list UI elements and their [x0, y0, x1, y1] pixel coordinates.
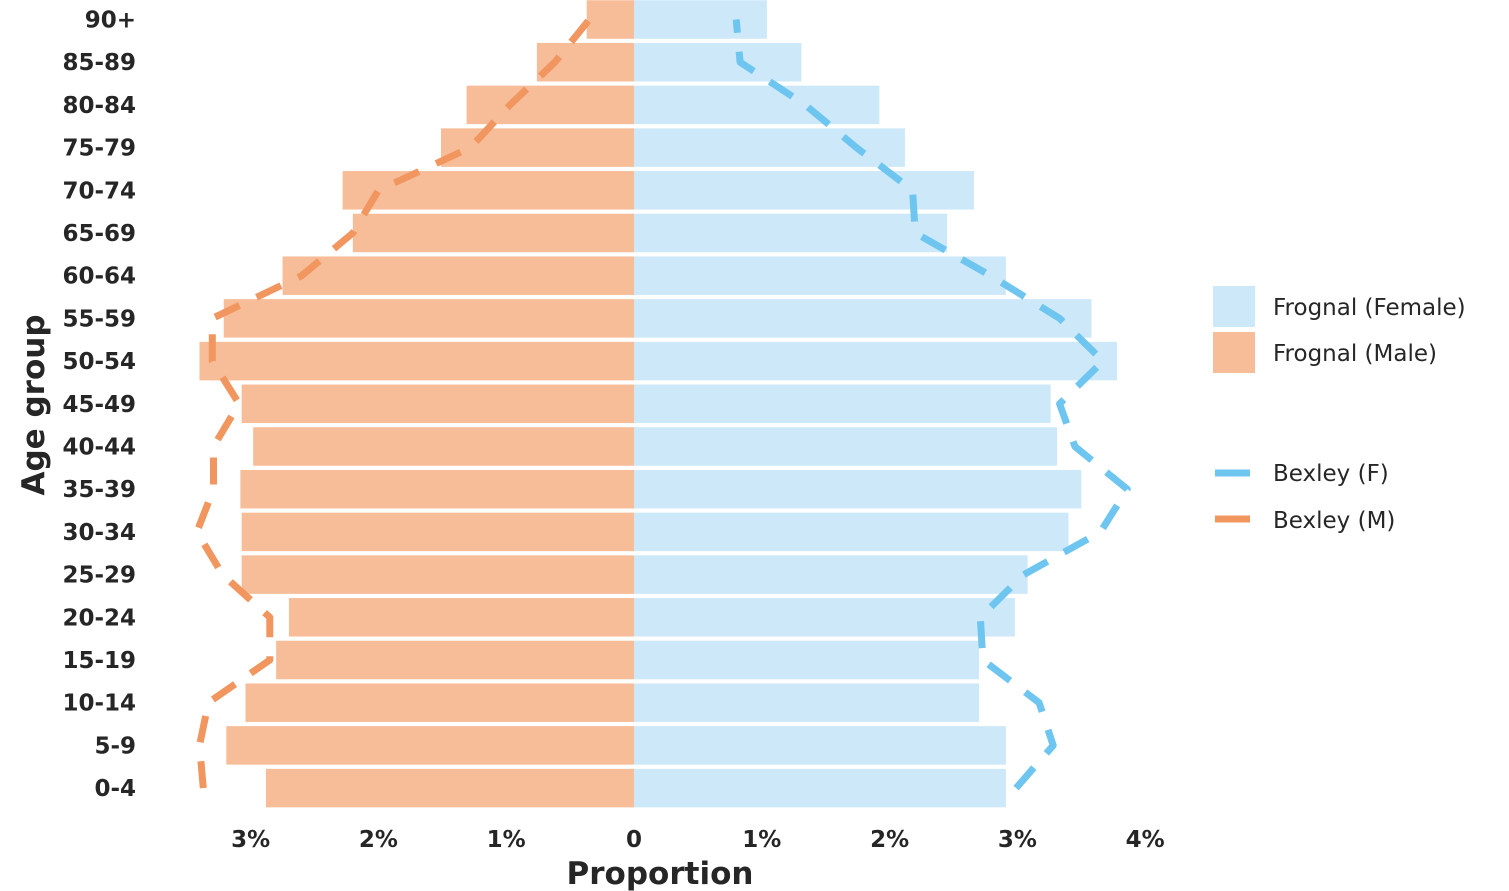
bar-frognal-female-80-84 — [634, 85, 880, 125]
bar-frognal-female-15-19 — [634, 640, 980, 680]
bar-frognal-female-65-69 — [634, 213, 948, 253]
age-group-label-25-29: 25-29 — [62, 563, 136, 589]
legend-label-bexley-f: Bexley (F) — [1273, 461, 1389, 487]
age-group-label-20-24: 20-24 — [62, 605, 136, 631]
bar-frognal-female-40-44 — [634, 427, 1058, 466]
legend-label-bexley-m: Bexley (M) — [1273, 508, 1395, 534]
bar-frognal-male-10-14 — [245, 683, 634, 722]
bar-frognal-female-0-4 — [634, 768, 1006, 808]
age-group-label-40-44: 40-44 — [62, 435, 136, 461]
age-group-label-50-54: 50-54 — [62, 349, 136, 375]
x-tick-label: 1% — [742, 827, 781, 853]
bar-frognal-female-25-29 — [634, 555, 1028, 594]
line-bexley-m — [193, 17, 593, 789]
age-group-label-35-39: 35-39 — [62, 477, 136, 503]
age-group-label-55-59: 55-59 — [62, 306, 136, 332]
legend-swatch-frognal-female — [1213, 286, 1255, 327]
lines-layer — [193, 17, 1131, 791]
bar-frognal-male-45-49 — [241, 384, 635, 424]
bar-frognal-female-45-49 — [634, 384, 1051, 424]
bar-frognal-female-5-9 — [634, 726, 1006, 765]
age-group-label-30-34: 30-34 — [62, 520, 136, 546]
bar-frognal-male-65-69 — [352, 213, 634, 253]
bar-frognal-male-25-29 — [241, 555, 635, 594]
age-group-tick-labels: 0-4 5-9 10-14 15-19 20-24 25-29 30-34 35-39 40-4… — [62, 8, 136, 803]
bar-frognal-female-35-39 — [634, 469, 1082, 509]
age-group-label-45-49: 45-49 — [62, 392, 136, 418]
bar-frognal-male-80-84 — [466, 85, 634, 125]
x-axis-title: Proportion — [567, 856, 754, 891]
bar-frognal-female-85-89 — [634, 42, 802, 82]
bar-frognal-male-15-19 — [276, 640, 634, 680]
bar-frognal-male-50-54 — [199, 341, 635, 381]
bar-frognal-male-40-44 — [253, 427, 634, 466]
age-group-label-75-79: 75-79 — [62, 136, 136, 162]
bar-frognal-female-60-64 — [634, 256, 1006, 295]
bar-frognal-male-5-9 — [226, 726, 634, 765]
bar-frognal-male-75-79 — [441, 128, 634, 167]
bar-frognal-male-30-34 — [241, 512, 635, 552]
x-tick-label: 2% — [870, 827, 909, 853]
bar-frognal-male-20-24 — [288, 598, 634, 637]
legend-label-frognal-female: Frognal (Female) — [1273, 295, 1466, 321]
bar-frognal-male-35-39 — [240, 469, 634, 509]
bar-frognal-female-20-24 — [634, 598, 1015, 637]
age-group-label-60-64: 60-64 — [62, 264, 136, 290]
bar-frognal-male-90 — [586, 0, 634, 39]
x-tick-label: 2% — [359, 827, 398, 853]
line-bexley-f — [732, 19, 1131, 791]
bar-frognal-male-55-59 — [223, 299, 634, 338]
x-tick-label: 4% — [1126, 827, 1165, 853]
age-group-label-10-14: 10-14 — [62, 691, 136, 717]
x-tick-label: 3% — [231, 827, 270, 853]
y-axis-title: Age group — [16, 314, 52, 495]
age-group-label-90: 90+ — [85, 8, 136, 34]
age-group-label-70-74: 70-74 — [62, 178, 136, 204]
bar-frognal-female-10-14 — [634, 683, 980, 722]
bar-frognal-female-70-74 — [634, 171, 974, 210]
bar-frognal-female-90 — [634, 0, 767, 39]
x-tick-label: 0 — [626, 827, 642, 853]
bar-frognal-female-75-79 — [634, 128, 905, 167]
age-group-label-85-89: 85-89 — [62, 50, 136, 76]
legend-swatch-frognal-male — [1213, 332, 1255, 373]
bar-frognal-male-70-74 — [342, 171, 634, 210]
age-group-label-65-69: 65-69 — [62, 221, 136, 247]
age-group-label-15-19: 15-19 — [62, 648, 136, 674]
bars-layer — [199, 0, 1118, 808]
bar-frognal-male-0-4 — [265, 768, 634, 808]
bar-frognal-female-55-59 — [634, 299, 1092, 338]
bar-frognal-male-60-64 — [282, 256, 634, 295]
bar-frognal-female-30-34 — [634, 512, 1069, 552]
x-tick-label: 3% — [998, 827, 1037, 853]
proportion-tick-labels: 3% 2% 1% 0 1% 2% 3% 4% — [231, 827, 1165, 853]
legend-label-frognal-male: Frognal (Male) — [1273, 341, 1437, 367]
bar-frognal-female-50-54 — [634, 341, 1118, 381]
age-group-label-5-9: 5-9 — [94, 733, 136, 759]
x-tick-label: 1% — [487, 827, 526, 853]
age-group-label-0-4: 0-4 — [94, 776, 136, 802]
legend: Frognal (Female) Frognal (Male) Bexley (… — [1213, 286, 1466, 534]
age-group-label-80-84: 80-84 — [62, 93, 136, 119]
